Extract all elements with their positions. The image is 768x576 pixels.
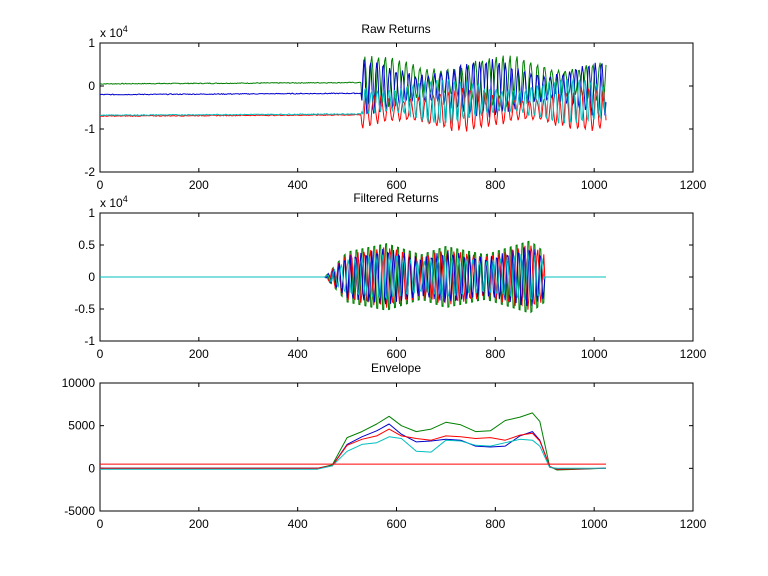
raw-returns-x-tick-label: 200 [189,178,209,192]
filtered-returns-y-tick-label: 0.5 [78,238,95,252]
raw-returns-title: Raw Returns [361,22,430,36]
envelope-series-1 [100,423,607,470]
envelope-panel: Envelope 0 200 400 600 800 1000 1200 10000 5000… [62,361,707,531]
raw-returns-x-tick-label: 400 [288,178,308,192]
raw-returns-x-tick-label: 1200 [680,178,707,192]
filtered-returns-series-3 [100,252,606,301]
envelope-series-0 [100,412,607,471]
envelope-x-tick-label: 800 [485,517,505,531]
filtered-returns-y-ticks: 1 0.5 0 -0.5 -1 [74,206,693,348]
filtered-returns-x-tick-label: 600 [386,347,406,361]
raw-returns-panel: Raw Returns x 104 0 200 400 600 800 1000 1200 … [84,22,706,192]
raw-returns-x-tick-label: 1000 [581,178,608,192]
envelope-x-tick-label: 1200 [680,517,707,531]
filtered-returns-y-tick-label: 1 [88,206,95,220]
filtered-returns-y-tick-label: 0 [88,270,95,284]
envelope-series-2 [100,428,607,470]
raw-returns-y-tick-label: -1 [84,122,95,136]
envelope-x-tick-label: 1000 [581,517,608,531]
envelope-y-tick-label: -5000 [64,504,95,518]
filtered-returns-x-tick-label: 400 [288,347,308,361]
filtered-returns-x-tick-label: 0 [97,347,104,361]
filtered-returns-series [100,240,606,314]
raw-returns-series-3 [100,77,607,124]
raw-returns-x-tick-label: 600 [386,178,406,192]
raw-returns-series-0 [100,55,607,108]
raw-returns-y-tick-label: -2 [84,165,95,179]
envelope-x-tick-label: 400 [288,517,308,531]
envelope-x-ticks: 0 200 400 600 800 1000 1200 [97,383,707,531]
raw-returns-y-ticks: 1 0 -1 -2 [84,36,693,179]
filtered-returns-x-tick-label: 800 [485,347,505,361]
raw-returns-x-tick-label: 800 [485,178,505,192]
filtered-returns-y-tick-label: -1 [84,334,95,348]
filtered-returns-y-tick-label: -0.5 [74,302,95,316]
raw-returns-x-ticks: 0 200 400 600 800 1000 1200 [97,43,707,192]
filtered-returns-x-ticks: 0 200 400 600 800 1000 1200 [97,213,707,361]
raw-returns-exponent-label: x 104 [100,24,128,40]
envelope-axes [99,382,694,512]
envelope-series-3 [100,436,606,470]
raw-returns-x-tick-label: 0 [97,178,104,192]
envelope-y-tick-label: 5000 [68,419,95,433]
envelope-y-tick-label: 10000 [62,376,96,390]
envelope-x-tick-label: 600 [386,517,406,531]
envelope-y-tick-label: 0 [88,461,95,475]
filtered-returns-exponent-label: x 104 [100,194,128,210]
filtered-returns-x-tick-label: 200 [189,347,209,361]
envelope-series [100,412,607,471]
filtered-returns-x-tick-label: 1200 [680,347,707,361]
filtered-returns-panel: Filtered Returns x 104 0 200 400 600 800 1000… [74,191,706,361]
envelope-y-ticks: 10000 5000 0 -5000 [62,376,693,518]
filtered-returns-x-tick-label: 1000 [581,347,608,361]
envelope-x-tick-label: 200 [189,517,209,531]
raw-returns-series [100,55,607,132]
envelope-title: Envelope [371,361,421,375]
envelope-x-tick-label: 0 [97,517,104,531]
raw-returns-y-tick-label: 0 [88,79,95,93]
filtered-returns-title: Filtered Returns [353,191,438,205]
raw-returns-y-tick-label: 1 [88,36,95,50]
